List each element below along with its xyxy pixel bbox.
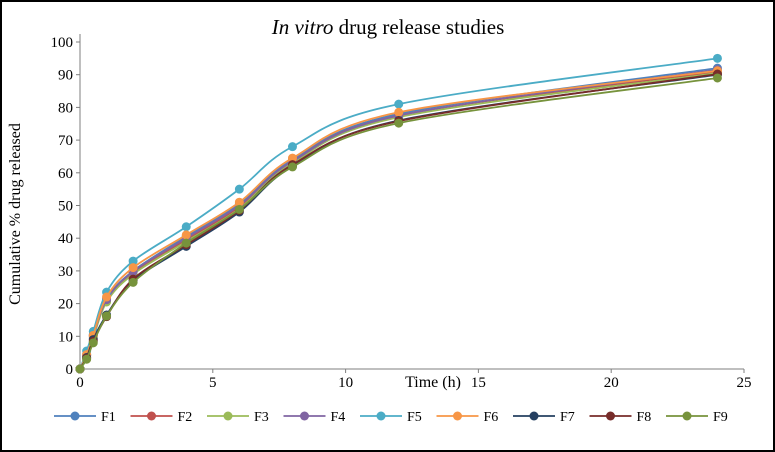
y-axis-title: Cumulative % drug released <box>7 123 24 305</box>
marker-F5 <box>287 142 297 152</box>
legend-marker <box>223 411 233 421</box>
legend-item-F7: F7 <box>513 410 575 425</box>
chart-title-italic: In vitro <box>271 15 334 39</box>
legend-item-F9: F9 <box>666 410 728 425</box>
legend-marker <box>147 411 156 421</box>
marker-F6 <box>128 263 138 273</box>
legend-label: F5 <box>407 410 422 425</box>
marker-F9 <box>128 277 138 287</box>
legend-marker <box>376 411 386 421</box>
legend-label: F1 <box>101 410 116 425</box>
y-tick-label: 90 <box>58 68 73 84</box>
x-axis-title: Time (h) <box>405 374 461 391</box>
x-tick-label: 5 <box>209 375 217 391</box>
marker-F5 <box>394 99 404 109</box>
x-tick-label: 20 <box>604 375 619 391</box>
y-tick-label: 100 <box>51 35 74 51</box>
legend-label: F9 <box>713 410 728 425</box>
y-tick-label: 60 <box>58 166 73 182</box>
y-tick-label: 10 <box>58 329 73 345</box>
marker-F9 <box>75 364 85 374</box>
marker-F6 <box>394 107 404 117</box>
y-tick-label: 0 <box>66 362 74 378</box>
x-tick-label: 0 <box>76 375 84 391</box>
legend-item-F6: F6 <box>436 410 499 425</box>
marker-F9 <box>88 338 98 348</box>
legend-marker <box>70 411 80 421</box>
legend: F1 F2 F3 F4 F5 F6 F7 F8 F9 <box>54 410 728 425</box>
y-tick-label: 30 <box>58 264 73 280</box>
marker-F9 <box>82 354 92 364</box>
legend-label: F4 <box>331 410 346 425</box>
y-tick-label: 50 <box>58 199 73 215</box>
marker-F9 <box>181 238 191 248</box>
legend-label: F8 <box>637 410 652 425</box>
legend-item-F2: F2 <box>130 410 193 425</box>
y-tick-label: 70 <box>58 133 73 149</box>
marker-F5 <box>181 222 191 232</box>
marker-F5 <box>234 184 244 194</box>
y-tick-label: 40 <box>58 231 73 247</box>
axes: 0 10 20 30 40 50 60 70 80 90 100 0 5 10 15 20 25 <box>51 34 752 391</box>
legend-label: F3 <box>254 410 269 425</box>
legend-item-F3: F3 <box>207 410 269 425</box>
legend-marker <box>606 411 615 421</box>
legend-marker <box>300 411 309 421</box>
marker-F9 <box>234 204 244 214</box>
marker-F9 <box>287 162 297 172</box>
marker-F9 <box>394 118 404 128</box>
legend-item-F4: F4 <box>283 410 346 425</box>
x-tick-label: 10 <box>338 375 353 391</box>
legend-label: F2 <box>178 410 193 425</box>
legend-item-F5: F5 <box>360 410 422 425</box>
legend-item-F1: F1 <box>54 410 116 425</box>
legend-marker <box>453 411 462 421</box>
chart-title: In vitro drug release studies <box>271 15 505 39</box>
marker-F6 <box>181 230 191 240</box>
legend-label: F7 <box>560 410 575 425</box>
chart-title-rest: drug release studies <box>333 15 504 39</box>
y-tick-label: 20 <box>58 297 73 313</box>
marker-F5 <box>712 53 722 63</box>
x-tick-label: 15 <box>471 375 486 391</box>
x-tick-label: 25 <box>737 375 752 391</box>
y-tick-label: 80 <box>58 100 73 116</box>
legend-label: F6 <box>484 410 499 425</box>
marker-F9 <box>712 73 722 83</box>
legend-marker <box>529 411 539 421</box>
marker-F6 <box>102 292 112 302</box>
marker-F9 <box>102 311 112 321</box>
series-group <box>75 53 722 374</box>
legend-item-F8: F8 <box>589 410 652 425</box>
legend-marker <box>682 411 692 421</box>
